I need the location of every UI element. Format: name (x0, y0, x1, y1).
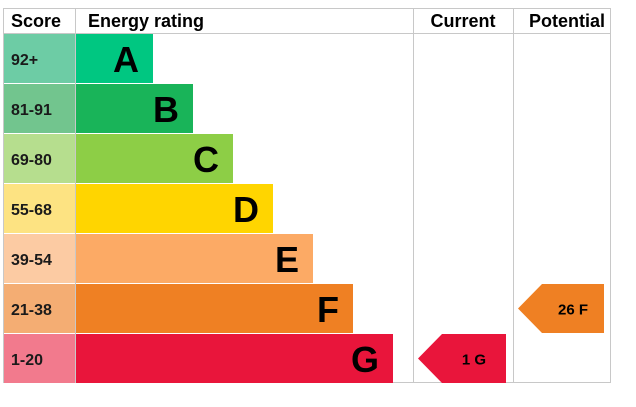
rating-bands: 92+ A 81-91 B 69-80 C 55-68 D 39-54 E 21-38 F 1-20 G (4, 34, 393, 383)
score-cell-e (4, 234, 75, 283)
band-letter-e: E (275, 239, 299, 280)
potential-rating-label: 26 F (558, 302, 588, 319)
score-header: Score (11, 11, 61, 31)
band-letter-f: F (317, 289, 339, 330)
score-cell-g (4, 334, 75, 383)
energy-rating-header: Energy rating (88, 11, 204, 31)
score-label-d: 55-68 (11, 202, 52, 219)
rating-markers: 1 G 26 F (418, 284, 604, 383)
score-label-g: 1-20 (11, 352, 43, 369)
band-bar-b (76, 84, 193, 133)
band-bar-e (76, 234, 313, 283)
score-cell-a (4, 34, 75, 83)
band-bar-c (76, 134, 233, 183)
band-letter-c: C (193, 139, 219, 180)
score-cell-b (4, 84, 75, 133)
score-label-b: 81-91 (11, 102, 52, 119)
score-cell-c (4, 134, 75, 183)
score-cell-f (4, 284, 75, 333)
current-rating-arrow (418, 334, 506, 383)
potential-rating-arrow (518, 284, 604, 333)
current-header: Current (430, 11, 495, 31)
score-label-f: 21-38 (11, 302, 52, 319)
potential-header: Potential (529, 11, 605, 31)
score-label-a: 92+ (11, 52, 38, 69)
band-bar-f (76, 284, 353, 333)
band-bar-d (76, 184, 273, 233)
score-label-e: 39-54 (11, 252, 52, 269)
band-letter-a: A (113, 39, 139, 80)
band-letter-g: G (351, 339, 379, 380)
score-cell-d (4, 184, 75, 233)
band-letter-d: D (233, 189, 259, 230)
band-bar-g (76, 334, 393, 383)
band-letter-b: B (153, 89, 179, 130)
current-rating-label: 1 G (462, 352, 486, 369)
score-label-c: 69-80 (11, 152, 52, 169)
band-bar-a (76, 34, 153, 83)
